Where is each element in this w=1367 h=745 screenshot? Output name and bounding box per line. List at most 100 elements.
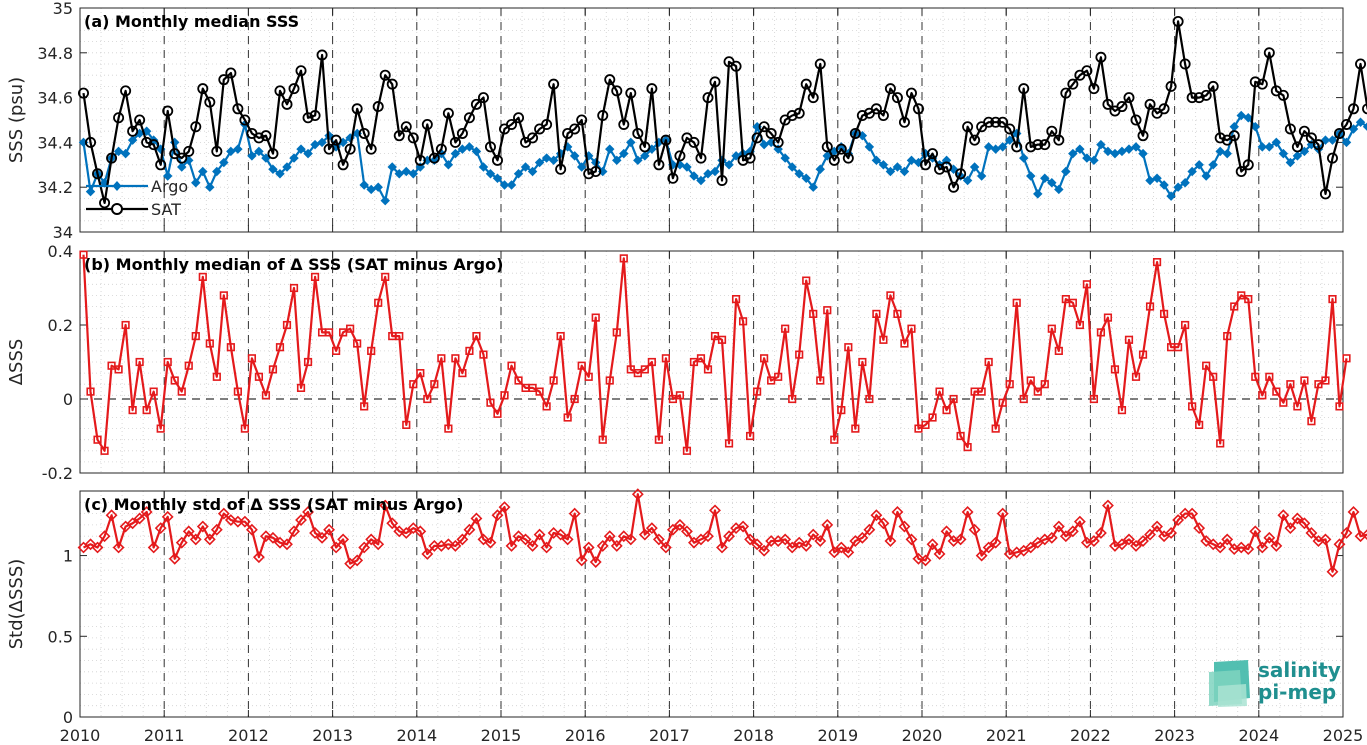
data-point [1158, 103, 1170, 115]
x-tick-label: 2011 [144, 726, 185, 745]
data-point [1298, 517, 1311, 530]
data-point [696, 175, 706, 186]
data-point [794, 169, 804, 179]
data-point [885, 166, 896, 177]
data-point [774, 372, 783, 381]
data-point [1223, 331, 1232, 341]
data-point [1298, 125, 1310, 137]
x-tick-label: 2014 [396, 726, 437, 745]
data-point [281, 538, 293, 551]
data-point [1292, 151, 1303, 161]
data-point [1284, 522, 1297, 535]
data-point [872, 309, 881, 319]
data-point [163, 357, 172, 367]
data-point [360, 402, 369, 411]
grid [79, 8, 1344, 232]
data-point [605, 144, 615, 154]
data-point [977, 387, 986, 396]
data-point [989, 536, 1002, 549]
data-point [844, 343, 853, 352]
x-tick-label: 2022 [1070, 726, 1111, 745]
data-point [933, 548, 946, 560]
data-point [1032, 139, 1044, 151]
data-point [156, 424, 165, 433]
data-point [275, 169, 285, 179]
data-point [731, 294, 741, 304]
data-point [1333, 538, 1346, 551]
data-point [78, 87, 90, 99]
data-point [982, 541, 995, 554]
data-point [1110, 148, 1120, 159]
data-point [673, 518, 686, 531]
data-point [317, 137, 327, 148]
data-point [1173, 182, 1183, 192]
data-point [1271, 137, 1282, 148]
x-tick-label: 2025 [1323, 726, 1364, 745]
axes-box [79, 7, 1344, 233]
data-point [779, 533, 792, 546]
data-point [478, 162, 489, 172]
data-point [112, 541, 125, 554]
data-point [835, 541, 848, 554]
y-tick-label: 34 [53, 223, 73, 242]
x-tick-label: 2019 [817, 726, 858, 745]
data-point [624, 533, 637, 546]
data-point [1319, 188, 1331, 200]
data-point [1138, 350, 1148, 359]
data-point [681, 525, 693, 538]
data-point [640, 151, 650, 161]
data-point [1216, 439, 1225, 448]
data-point [1193, 522, 1206, 535]
data-point [86, 387, 95, 396]
data-point [1207, 538, 1220, 551]
data-point [127, 125, 139, 137]
data-point [1018, 83, 1030, 95]
data-point [456, 127, 468, 139]
data-point [954, 533, 967, 546]
data-point [233, 144, 243, 154]
data-point [224, 514, 237, 526]
data-point [814, 535, 827, 547]
data-point [168, 552, 181, 565]
data-point [337, 159, 349, 171]
data-point [484, 536, 497, 549]
data-point [563, 413, 572, 422]
data-point [1095, 51, 1107, 63]
data-point [1263, 531, 1276, 544]
data-point [1355, 117, 1366, 127]
data-point [1159, 309, 1169, 319]
data-point [787, 162, 797, 172]
y-axis-label: ΔSSS [6, 339, 27, 386]
data-point [365, 143, 377, 155]
data-point [661, 354, 670, 363]
data-point [1066, 525, 1079, 538]
data-point [471, 146, 482, 157]
data-point [815, 164, 825, 175]
data-point [1004, 123, 1016, 135]
data-point [591, 313, 600, 322]
data-point [716, 541, 728, 554]
data-point [457, 144, 468, 154]
data-point [190, 121, 202, 133]
data-point [252, 551, 265, 564]
data-point [906, 155, 917, 166]
data-point [267, 148, 279, 160]
y-tick-label: 0.5 [48, 627, 73, 646]
data-point [1305, 132, 1317, 144]
y-tick-label: 0 [63, 708, 73, 727]
data-point [1333, 127, 1345, 139]
data-point [969, 162, 980, 172]
data-point [1327, 135, 1338, 145]
data-point [170, 376, 179, 385]
data-point [401, 166, 412, 177]
data-point [141, 126, 152, 136]
data-point [1258, 391, 1267, 400]
data-point [232, 103, 244, 115]
data-point [878, 160, 889, 170]
data-point [197, 83, 209, 95]
data-point [1054, 184, 1064, 195]
data-point [149, 387, 158, 396]
data-point [302, 112, 314, 124]
data-point [1089, 394, 1099, 404]
data-point [79, 250, 88, 259]
